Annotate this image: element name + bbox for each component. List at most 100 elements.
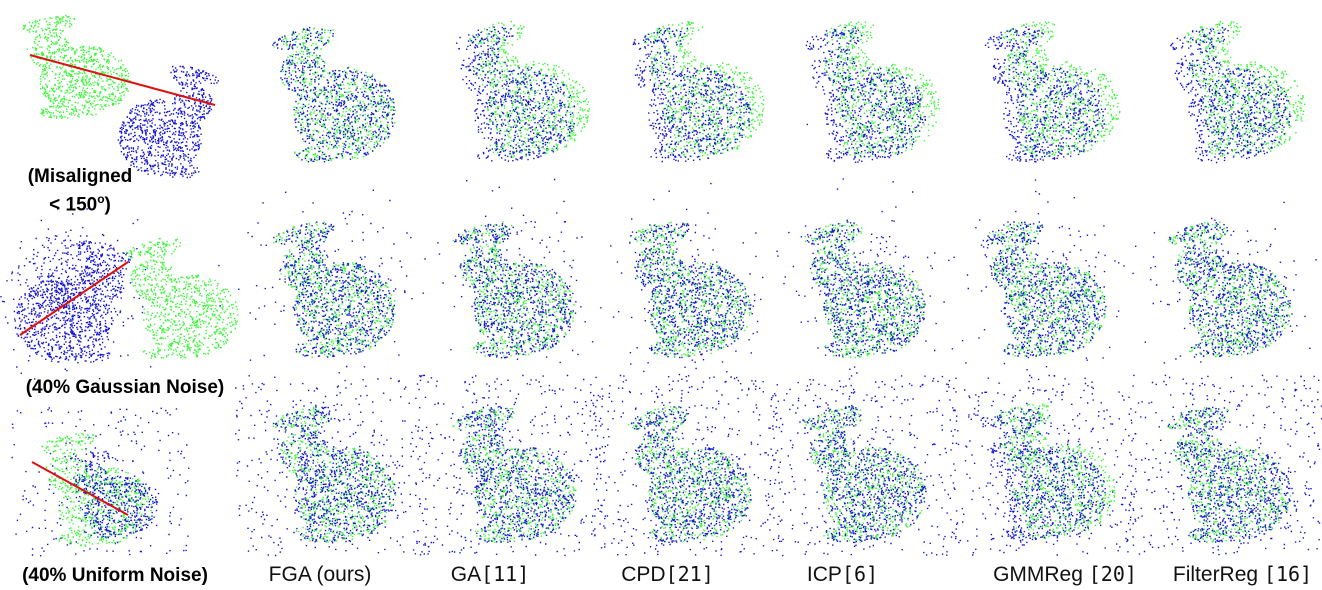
result-gaussian-col2-source — [454, 224, 577, 359]
result-gaussian-col2-noise — [424, 178, 602, 390]
result-misaligned-col1-source — [272, 26, 395, 163]
column-label-cpd: CPD[21] — [621, 562, 714, 586]
result-uniform-col6-noise — [1129, 374, 1322, 556]
result-uniform-col3-noise — [589, 374, 783, 556]
result-uniform-col2-noise-points — [415, 374, 606, 557]
result-misaligned-col2-source-points — [456, 26, 576, 162]
column-label-filterreg: FilterReg [16] — [1172, 562, 1313, 586]
result-gaussian-col3-source-points — [629, 222, 752, 359]
result-gaussian-col3-source — [629, 222, 752, 359]
result-misaligned-col6-target-points — [1184, 21, 1306, 157]
result-uniform-col2 — [415, 374, 606, 557]
input-gaussian-target — [126, 237, 239, 359]
result-gaussian-col5 — [935, 179, 1170, 379]
result-uniform-col3-target-points — [628, 406, 751, 543]
result-gaussian-col4 — [756, 123, 989, 386]
result-misaligned-col4-source — [805, 26, 927, 163]
result-uniform-col1-source — [272, 406, 397, 543]
column-label-fga: FGA (ours) — [268, 563, 372, 586]
result-uniform-col3-target — [628, 406, 751, 543]
input-uniform-target — [41, 433, 153, 547]
result-misaligned-col2-target-points — [469, 20, 591, 158]
result-misaligned-col6-target — [1184, 21, 1306, 157]
result-misaligned-col6 — [1170, 21, 1306, 164]
input-misaligned-source — [117, 65, 219, 179]
result-gaussian-col2 — [424, 178, 602, 390]
result-gaussian-col3 — [575, 182, 779, 389]
result-gaussian-col1-source-points — [273, 221, 395, 358]
result-gaussian-col2-target-points — [452, 221, 575, 358]
result-uniform-col2-target — [452, 407, 577, 543]
row-label-gaussian-noise: (40% Gaussian Noise) — [25, 377, 225, 398]
result-gaussian-col3-noise-points — [575, 182, 779, 389]
result-misaligned-col3 — [632, 20, 765, 163]
result-gaussian-col4-source-points — [806, 221, 926, 357]
result-uniform-col3-noise-points — [589, 374, 783, 556]
result-uniform-col5-noise — [944, 374, 1138, 556]
result-misaligned-col2-source — [456, 26, 576, 162]
result-misaligned-col5 — [984, 21, 1121, 163]
result-uniform-col5-target-points — [994, 403, 1116, 539]
result-misaligned-col5-target-points — [998, 21, 1121, 158]
result-misaligned-col6-source-points — [1170, 26, 1292, 164]
result-misaligned-col2-target — [469, 20, 591, 158]
input-uniform-source-points — [70, 450, 159, 539]
result-uniform-col1-source-points — [272, 406, 397, 543]
result-gaussian-col5-target-points — [988, 221, 1106, 358]
result-uniform-col5-target — [994, 403, 1116, 539]
result-misaligned-col5-target — [998, 21, 1121, 158]
input-misaligned — [22, 14, 219, 179]
result-misaligned-col2 — [456, 20, 591, 162]
input-uniform — [11, 407, 190, 557]
result-uniform-col6-target — [1167, 407, 1292, 543]
input-gaussian-target-points — [126, 237, 239, 359]
result-gaussian-col6-noise-points — [1118, 201, 1317, 394]
result-uniform-col3-source-points — [630, 406, 752, 543]
result-misaligned-col5-source — [984, 26, 1106, 163]
result-uniform-col6-target-points — [1167, 407, 1292, 543]
misalignment-line-row1 — [29, 54, 216, 106]
column-label-icp: ICP[6] — [806, 562, 879, 586]
result-gaussian-col2-noise-points — [424, 178, 602, 390]
result-gaussian-col1 — [218, 189, 426, 389]
result-gaussian-col2-source-points — [454, 224, 577, 359]
result-misaligned-col4 — [805, 21, 940, 163]
result-gaussian-col3-noise — [575, 182, 779, 389]
result-gaussian-col1-source — [273, 221, 395, 358]
input-gaussian — [0, 208, 239, 380]
result-uniform-col6 — [1129, 374, 1322, 556]
row-label-misaligned: (Misaligned < 150o) — [27, 166, 133, 216]
result-gaussian-col6-target-points — [1167, 221, 1292, 358]
result-gaussian-col2-target — [452, 221, 575, 358]
column-label-gmmreg: GMMReg [20] — [993, 562, 1137, 586]
result-gaussian-col6-target — [1167, 221, 1292, 358]
result-uniform-col1-noise-points — [235, 375, 427, 557]
result-misaligned-col3-source — [632, 27, 752, 163]
result-gaussian-col6-source — [1169, 222, 1291, 357]
result-gaussian-col6-noise — [1118, 201, 1317, 394]
input-gaussian-source-points — [13, 240, 132, 364]
result-uniform-col6-source — [1167, 406, 1291, 543]
result-gaussian-col6 — [1118, 201, 1317, 394]
result-gaussian-col6-source-points — [1169, 222, 1291, 357]
result-uniform-col4-source — [804, 405, 927, 544]
result-gaussian-col4-source — [806, 221, 926, 357]
result-gaussian-col5-source-points — [982, 221, 1107, 359]
result-misaligned-col5-source-points — [984, 26, 1106, 163]
input-gaussian-source — [13, 240, 132, 364]
result-uniform-col2-noise — [415, 374, 606, 557]
result-misaligned-col4-source-points — [805, 26, 927, 163]
result-misaligned-col1-source-points — [272, 26, 395, 163]
result-gaussian-col5-target — [988, 221, 1106, 358]
input-uniform-target-points — [41, 433, 153, 547]
input-misaligned-source-points — [117, 65, 219, 179]
result-uniform-col5-noise-points — [944, 374, 1138, 556]
result-uniform-col4-noise — [764, 375, 958, 557]
row-label-uniform-noise: (40% Uniform Noise) — [22, 565, 208, 586]
result-uniform-col4 — [764, 375, 958, 557]
input-uniform-source — [70, 450, 159, 539]
result-uniform-col6-source-points — [1167, 406, 1291, 543]
result-misaligned-col1 — [272, 26, 397, 163]
result-uniform-col4-noise-points — [764, 375, 958, 557]
